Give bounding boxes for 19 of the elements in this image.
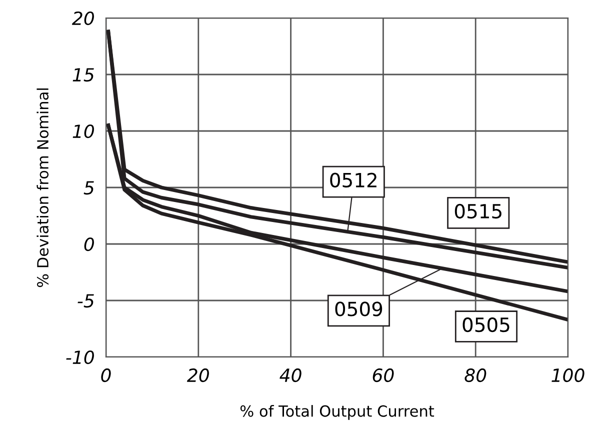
- y-tick-label: 20: [72, 11, 94, 26]
- y-tick-label: 5: [84, 181, 94, 195]
- y-tick-label: -5: [78, 294, 94, 308]
- y-tick-label: 15: [72, 68, 94, 82]
- x-tick-label: 0: [101, 368, 111, 382]
- y-tick-label: 10: [72, 124, 94, 138]
- x-tick-label: 20: [186, 368, 209, 382]
- x-tick-label: 60: [372, 368, 394, 382]
- y-axis-title: % Deviation from Nominal: [36, 88, 49, 288]
- x-tick-label: 100: [552, 368, 584, 382]
- series-label: 0515: [454, 204, 502, 219]
- y-tick-label: -10: [66, 350, 94, 364]
- text: 0509: [335, 302, 382, 316]
- x-axis-title: % of Total Output Current: [240, 405, 434, 420]
- x-tick-label: 80: [464, 368, 486, 382]
- series-label: 0505: [462, 317, 510, 332]
- text: 0512: [330, 172, 376, 188]
- y-tick-label: 0: [84, 237, 94, 252]
- x-tick-label: 40: [280, 368, 302, 382]
